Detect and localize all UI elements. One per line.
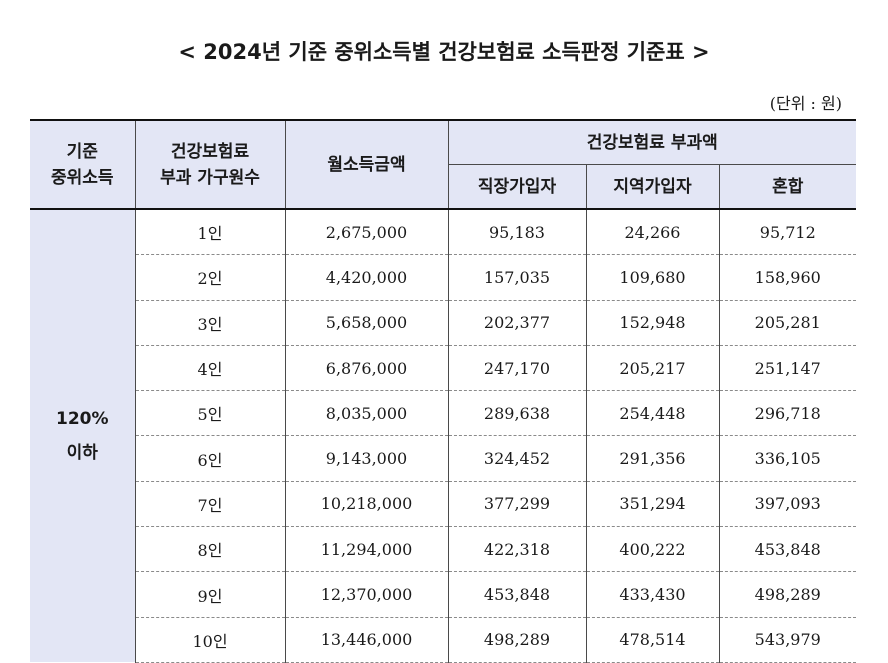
cell-monthly-income: 4,420,000 — [284, 254, 449, 301]
cell-monthly-income: 11,294,000 — [284, 526, 449, 573]
cell-household-members: 9인 — [134, 571, 286, 618]
header-household-line1: 건강보험료 — [170, 141, 250, 162]
cell-regional-premium: 152,948 — [585, 300, 720, 346]
table-body: 120% 이하 1인 2,675,000 95,183 24,266 95,712 2인 4,4… — [30, 209, 857, 663]
cell-regional-premium: 433,430 — [585, 571, 720, 618]
header-regional: 지역가입자 — [585, 164, 720, 210]
income-criteria-table: 기준 중위소득 건강보험료 부과 가구원수 월소득금액 건강보험료 부과액 직장… — [30, 119, 857, 663]
cell-employee-premium: 202,377 — [447, 300, 587, 346]
cell-regional-premium: 351,294 — [585, 481, 720, 528]
table-row: 9인 12,370,000 453,848 433,430 498,289 — [30, 571, 857, 618]
cell-regional-premium: 205,217 — [585, 345, 720, 392]
cell-mixed-premium: 498,289 — [718, 571, 857, 618]
median-income-group-cell: 120% 이하 — [30, 209, 136, 663]
cell-employee-premium: 453,848 — [447, 571, 587, 618]
cell-employee-premium: 324,452 — [447, 435, 587, 482]
cell-household-members: 5인 — [134, 390, 286, 437]
cell-monthly-income: 8,035,000 — [284, 390, 449, 437]
cell-mixed-premium: 397,093 — [718, 481, 857, 528]
cell-household-members: 4인 — [134, 345, 286, 392]
table-row: 2인 4,420,000 157,035 109,680 158,960 — [30, 254, 857, 301]
cell-employee-premium: 95,183 — [447, 209, 587, 256]
header-monthly-income: 월소득금액 — [284, 119, 449, 210]
cell-mixed-premium: 251,147 — [718, 345, 857, 392]
cell-monthly-income: 5,658,000 — [284, 300, 449, 346]
cell-monthly-income: 12,370,000 — [284, 571, 449, 618]
cell-mixed-premium: 205,281 — [718, 300, 857, 346]
cell-household-members: 6인 — [134, 435, 286, 482]
cell-household-members: 8인 — [134, 526, 286, 573]
cell-monthly-income: 13,446,000 — [284, 617, 449, 663]
table-header: 기준 중위소득 건강보험료 부과 가구원수 월소득금액 건강보험료 부과액 직장… — [30, 119, 857, 210]
cell-mixed-premium: 543,979 — [718, 617, 857, 663]
cell-monthly-income: 9,143,000 — [284, 435, 449, 482]
cell-household-members: 7인 — [134, 481, 286, 528]
header-mixed: 혼합 — [718, 164, 857, 210]
cell-mixed-premium: 296,718 — [718, 390, 857, 437]
cell-household-members: 10인 — [134, 617, 286, 663]
header-household-members: 건강보험료 부과 가구원수 — [134, 119, 286, 210]
page-title: < 2024년 기준 중위소득별 건강보험료 소득판정 기준표 > — [178, 40, 710, 64]
cell-monthly-income: 6,876,000 — [284, 345, 449, 392]
cell-regional-premium: 109,680 — [585, 254, 720, 301]
cell-employee-premium: 377,299 — [447, 481, 587, 528]
cell-employee-premium: 247,170 — [447, 345, 587, 392]
cell-monthly-income: 10,218,000 — [284, 481, 449, 528]
cell-household-members: 1인 — [134, 209, 286, 256]
table-row: 120% 이하 1인 2,675,000 95,183 24,266 95,712 — [30, 209, 857, 663]
header-median-income-line2: 중위소득 — [50, 167, 114, 188]
header-employee: 직장가입자 — [448, 164, 587, 210]
cell-employee-premium: 498,289 — [447, 617, 587, 663]
cell-mixed-premium: 453,848 — [718, 526, 857, 573]
header-median-income: 기준 중위소득 — [30, 119, 136, 210]
table-row: 6인 9,143,000 324,452 291,356 336,105 — [30, 435, 857, 482]
group-label-line2: 이하 — [66, 443, 98, 464]
cell-employee-premium: 157,035 — [447, 254, 587, 301]
cell-monthly-income: 2,675,000 — [284, 209, 449, 256]
cell-household-members: 2인 — [134, 254, 286, 301]
table-row: 4인 6,876,000 247,170 205,217 251,147 — [30, 345, 857, 392]
header-median-income-line1: 기준 — [66, 141, 98, 162]
cell-household-members: 3인 — [134, 300, 286, 346]
table-row: 10인 13,446,000 498,289 478,514 543,979 — [30, 617, 857, 663]
cell-employee-premium: 289,638 — [447, 390, 587, 437]
header-household-line2: 부과 가구원수 — [160, 167, 260, 188]
table-row: 8인 11,294,000 422,318 400,222 453,848 — [30, 526, 857, 573]
cell-regional-premium: 400,222 — [585, 526, 720, 573]
table-row: 5인 8,035,000 289,638 254,448 296,718 — [30, 390, 857, 437]
group-label-line1: 120% — [55, 409, 109, 430]
cell-employee-premium: 422,318 — [447, 526, 587, 573]
cell-mixed-premium: 336,105 — [718, 435, 857, 482]
unit-label: (단위 : 원) — [769, 94, 842, 113]
cell-regional-premium: 24,266 — [585, 209, 720, 256]
cell-regional-premium: 291,356 — [585, 435, 720, 482]
cell-mixed-premium: 158,960 — [718, 254, 857, 301]
cell-regional-premium: 478,514 — [585, 617, 720, 663]
header-premium-group: 건강보험료 부과액 — [447, 119, 857, 165]
table-row: 3인 5,658,000 202,377 152,948 205,281 — [30, 300, 857, 346]
cell-regional-premium: 254,448 — [585, 390, 720, 437]
cell-mixed-premium: 95,712 — [718, 209, 857, 256]
table-row: 7인 10,218,000 377,299 351,294 397,093 — [30, 481, 857, 528]
